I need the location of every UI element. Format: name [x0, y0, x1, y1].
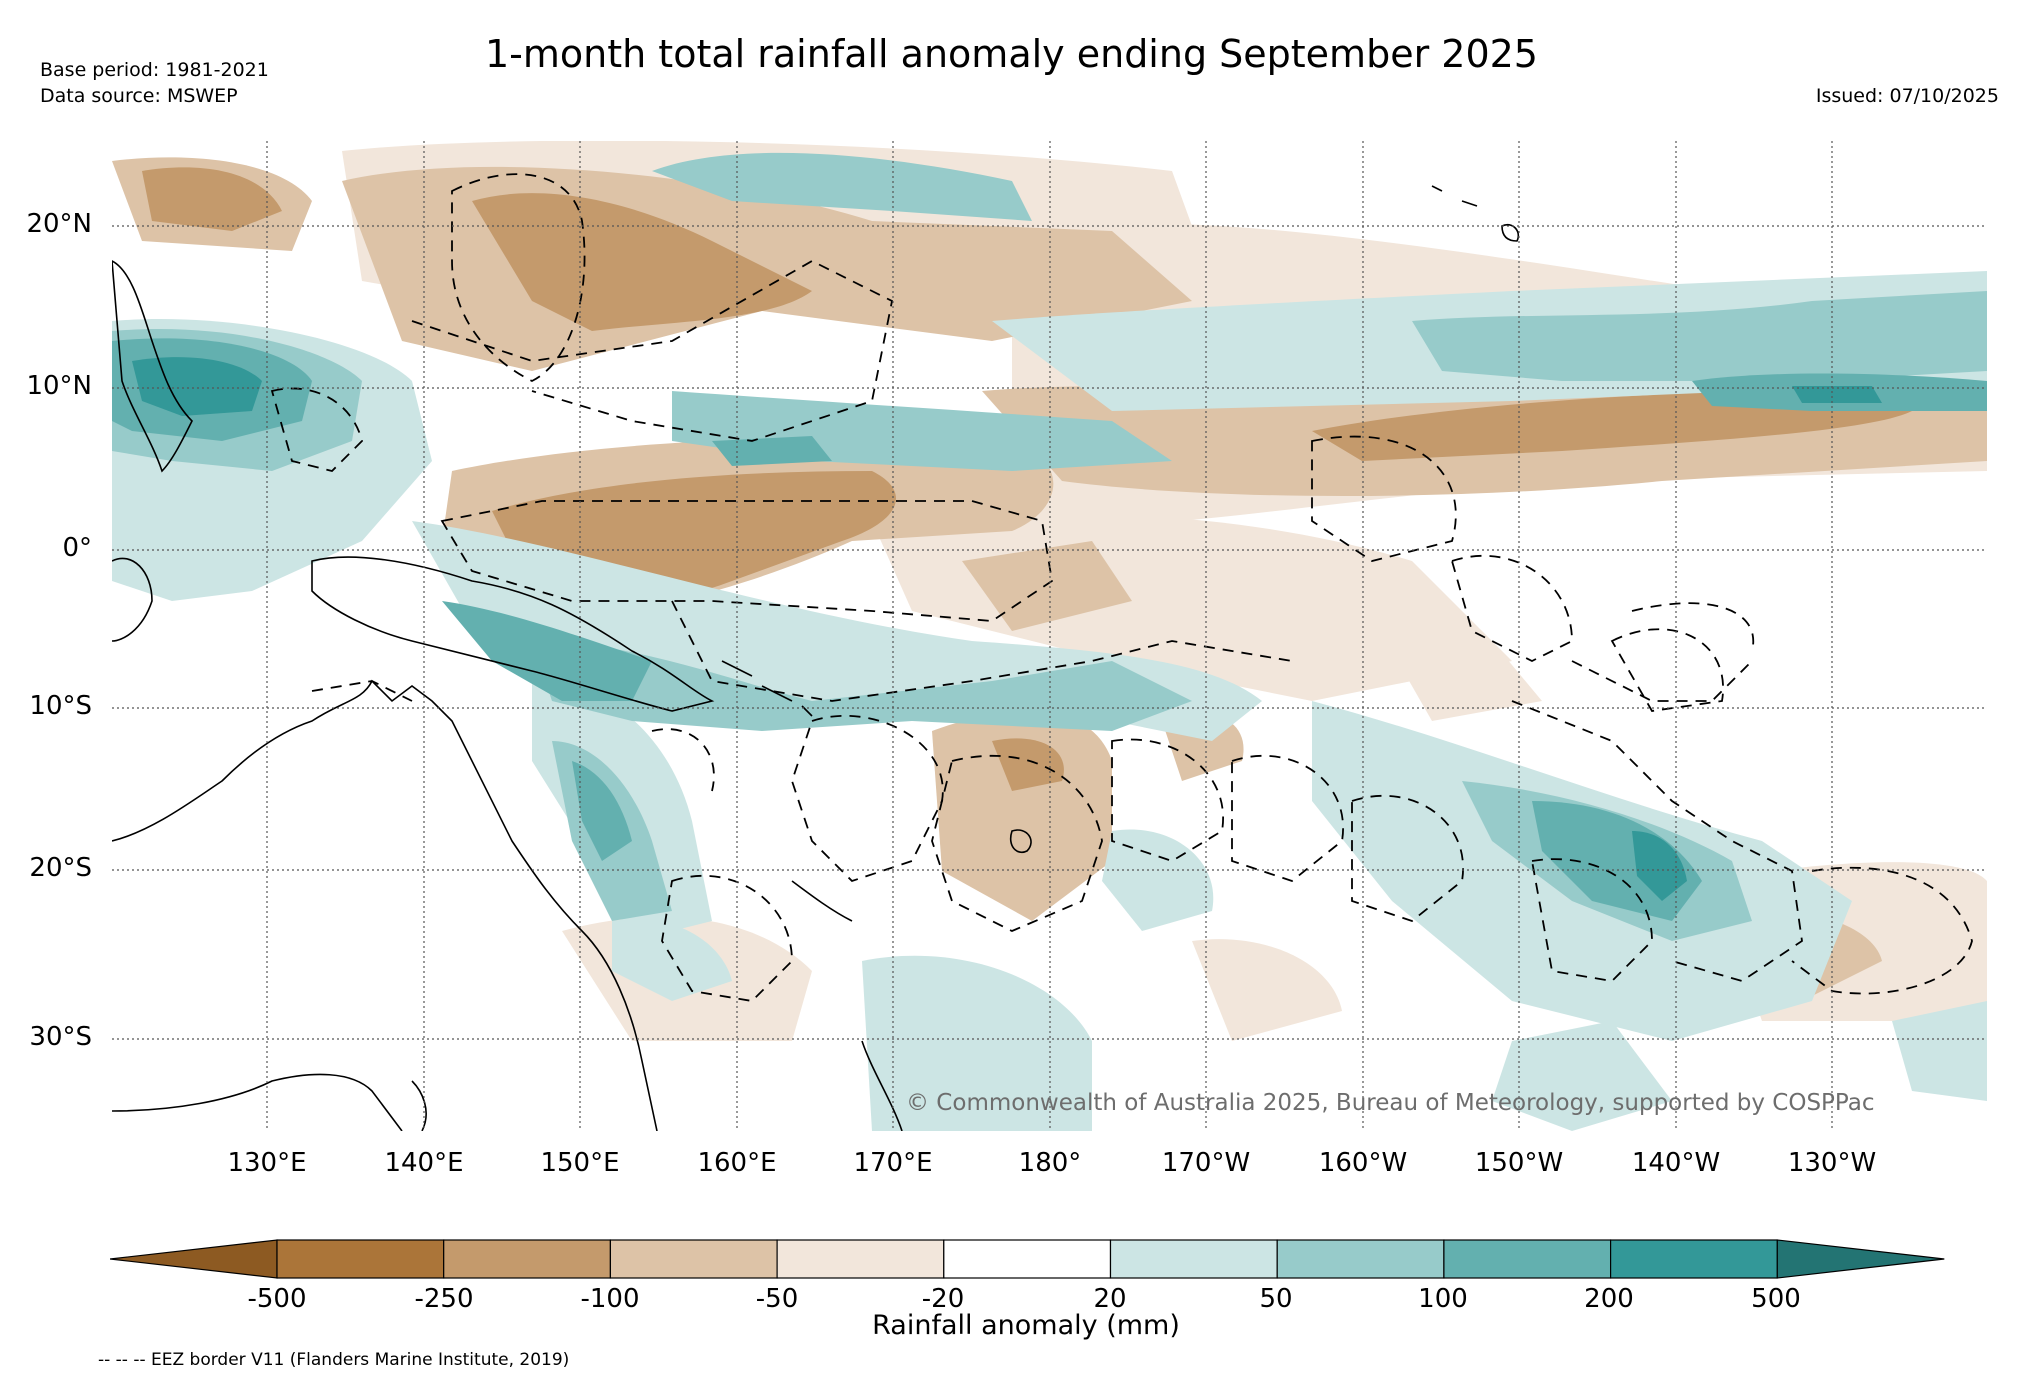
colorbar-bin	[1609, 1239, 1778, 1279]
colorbar-label: Rainfall anomaly (mm)	[872, 1310, 1180, 1341]
colorbar-tick: 50	[1259, 1284, 1293, 1314]
graticule	[112, 141, 1987, 1131]
colorbar	[110, 1239, 1945, 1279]
lon-label-170e: 170°E	[853, 1148, 933, 1178]
lon-label-170w: 170°W	[1161, 1148, 1251, 1178]
lon-label-160e: 160°E	[697, 1148, 777, 1178]
lon-label-140e: 140°E	[384, 1148, 464, 1178]
coastlines	[112, 185, 1520, 1131]
colorbar-extend-low	[110, 1239, 278, 1279]
wet-anomaly-extreme-regions	[132, 357, 1882, 901]
lat-label-20s: 20°S	[29, 853, 92, 883]
lat-label-30s: 30°S	[29, 1022, 92, 1052]
australia-south-coast	[112, 1073, 403, 1131]
colorbar-bin	[276, 1239, 445, 1279]
colorbar-tick: 500	[1751, 1284, 1801, 1314]
lon-label-130w: 130°W	[1787, 1148, 1877, 1178]
lat-label-20n: 20°N	[26, 209, 92, 239]
colorbar-tick: 100	[1418, 1284, 1468, 1314]
colorbar-bin	[609, 1239, 778, 1279]
base-period: Base period: 1981-2021	[40, 59, 269, 81]
lat-label-equator: 0°	[62, 533, 92, 563]
hawaii-islands	[1431, 185, 1520, 242]
eez-footnote: -- -- -- EEZ border V11 (Flanders Marine…	[98, 1350, 570, 1370]
fiji-islands	[1009, 829, 1032, 853]
colorbar-bin	[943, 1239, 1112, 1279]
philippines-coastline	[112, 260, 193, 473]
colorbar-tick: -50	[755, 1284, 799, 1314]
colorbar-tick: -20	[921, 1284, 965, 1314]
new-guinea-coastline	[311, 556, 715, 712]
colorbar-bin	[1109, 1239, 1278, 1279]
colorbar-extend-high	[1776, 1239, 1945, 1279]
new-caledonia	[791, 880, 853, 922]
colorbar-tick: -250	[414, 1284, 474, 1314]
lon-label-180: 180°	[1018, 1148, 1082, 1178]
colorbar-tick: -500	[247, 1284, 307, 1314]
colorbar-bin	[1276, 1239, 1445, 1279]
colorbar-tick: -100	[580, 1284, 640, 1314]
data-source: Data source: MSWEP	[40, 85, 238, 107]
lon-label-150w: 150°W	[1474, 1148, 1564, 1178]
colorbar-bin	[776, 1239, 945, 1279]
lon-label-150e: 150°E	[540, 1148, 620, 1178]
australia-coastline	[112, 679, 658, 1131]
rainfall-anomaly-map	[112, 141, 1987, 1131]
colorbar-bin	[443, 1239, 612, 1279]
lon-label-140w: 140°W	[1631, 1148, 1721, 1178]
lon-label-160w: 160°W	[1318, 1148, 1408, 1178]
lat-label-10s: 10°S	[29, 691, 92, 721]
lat-label-10n: 10°N	[26, 371, 92, 401]
colorbar-segments	[110, 1239, 1945, 1279]
copyright-notice: © Commonwealth of Australia 2025, Bureau…	[906, 1090, 1875, 1116]
colorbar-tick: 20	[1093, 1284, 1127, 1314]
colorbar-tick: 200	[1584, 1284, 1634, 1314]
issued-date: Issued: 07/10/2025	[1815, 85, 1999, 107]
chart-title: 1-month total rainfall anomaly ending Se…	[485, 32, 1538, 76]
colorbar-bin	[1443, 1239, 1612, 1279]
new-zealand-north	[861, 1040, 903, 1131]
borneo-coastline	[112, 557, 153, 642]
lon-label-130e: 130°E	[227, 1148, 307, 1178]
